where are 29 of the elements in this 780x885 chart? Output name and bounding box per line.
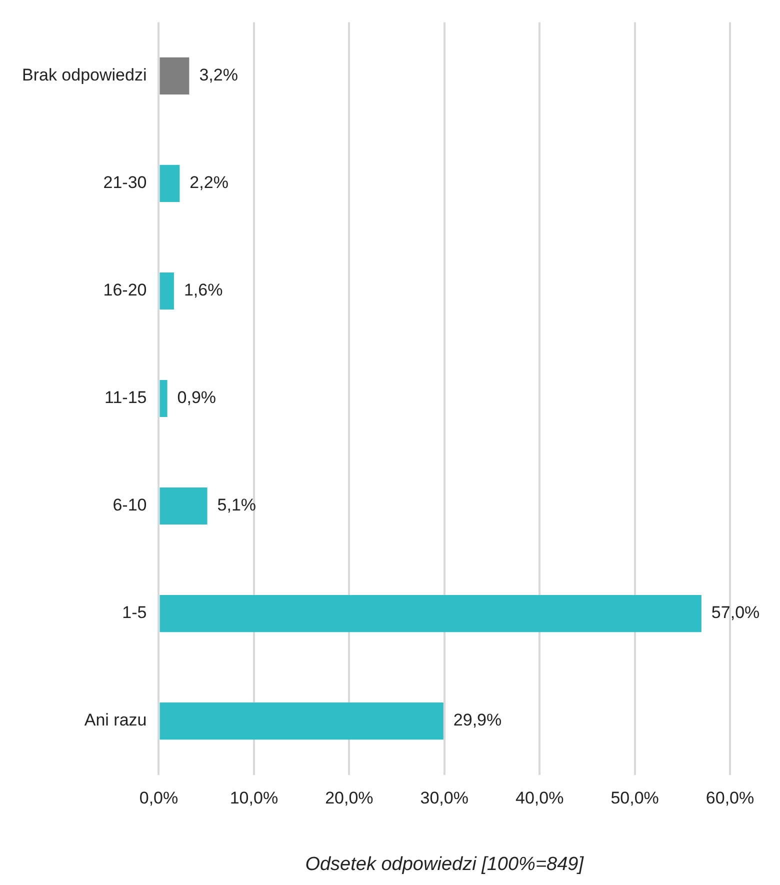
x-tick-label: 20,0% <box>325 788 374 808</box>
x-axis-title: Odsetek odpowiedzi [100%=849] <box>305 854 584 875</box>
bar <box>160 702 444 740</box>
y-tick-label: 11-15 <box>104 388 147 408</box>
x-tick-label: 30,0% <box>420 788 468 808</box>
bar <box>160 380 168 418</box>
x-tick-label: 10,0% <box>230 788 278 808</box>
data-label: 0,9% <box>177 388 216 408</box>
y-tick-label: 6-10 <box>112 496 147 515</box>
bar <box>160 487 208 525</box>
bar <box>160 594 702 632</box>
y-tick-label: 16-20 <box>103 280 147 300</box>
bar <box>160 272 174 310</box>
bar <box>160 57 190 95</box>
x-tick-label: 50,0% <box>610 788 659 808</box>
data-label: 3,2% <box>199 66 238 85</box>
y-tick-label: 21-30 <box>103 173 147 192</box>
data-label: 2,2% <box>190 173 228 192</box>
data-label: 57,0% <box>711 603 760 622</box>
y-tick-label: Brak odpowiedzi <box>22 66 147 85</box>
bar <box>160 164 180 202</box>
x-tick-label: 0,0% <box>139 788 178 808</box>
x-tick-label: 40,0% <box>515 788 564 808</box>
data-label: 1,6% <box>184 280 223 300</box>
data-label: 29,9% <box>453 710 502 730</box>
y-tick-label: 1-5 <box>122 603 147 622</box>
y-tick-label: Ani razu <box>84 710 147 730</box>
data-label: 5,1% <box>217 496 256 515</box>
x-tick-label: 60,0% <box>706 788 754 808</box>
